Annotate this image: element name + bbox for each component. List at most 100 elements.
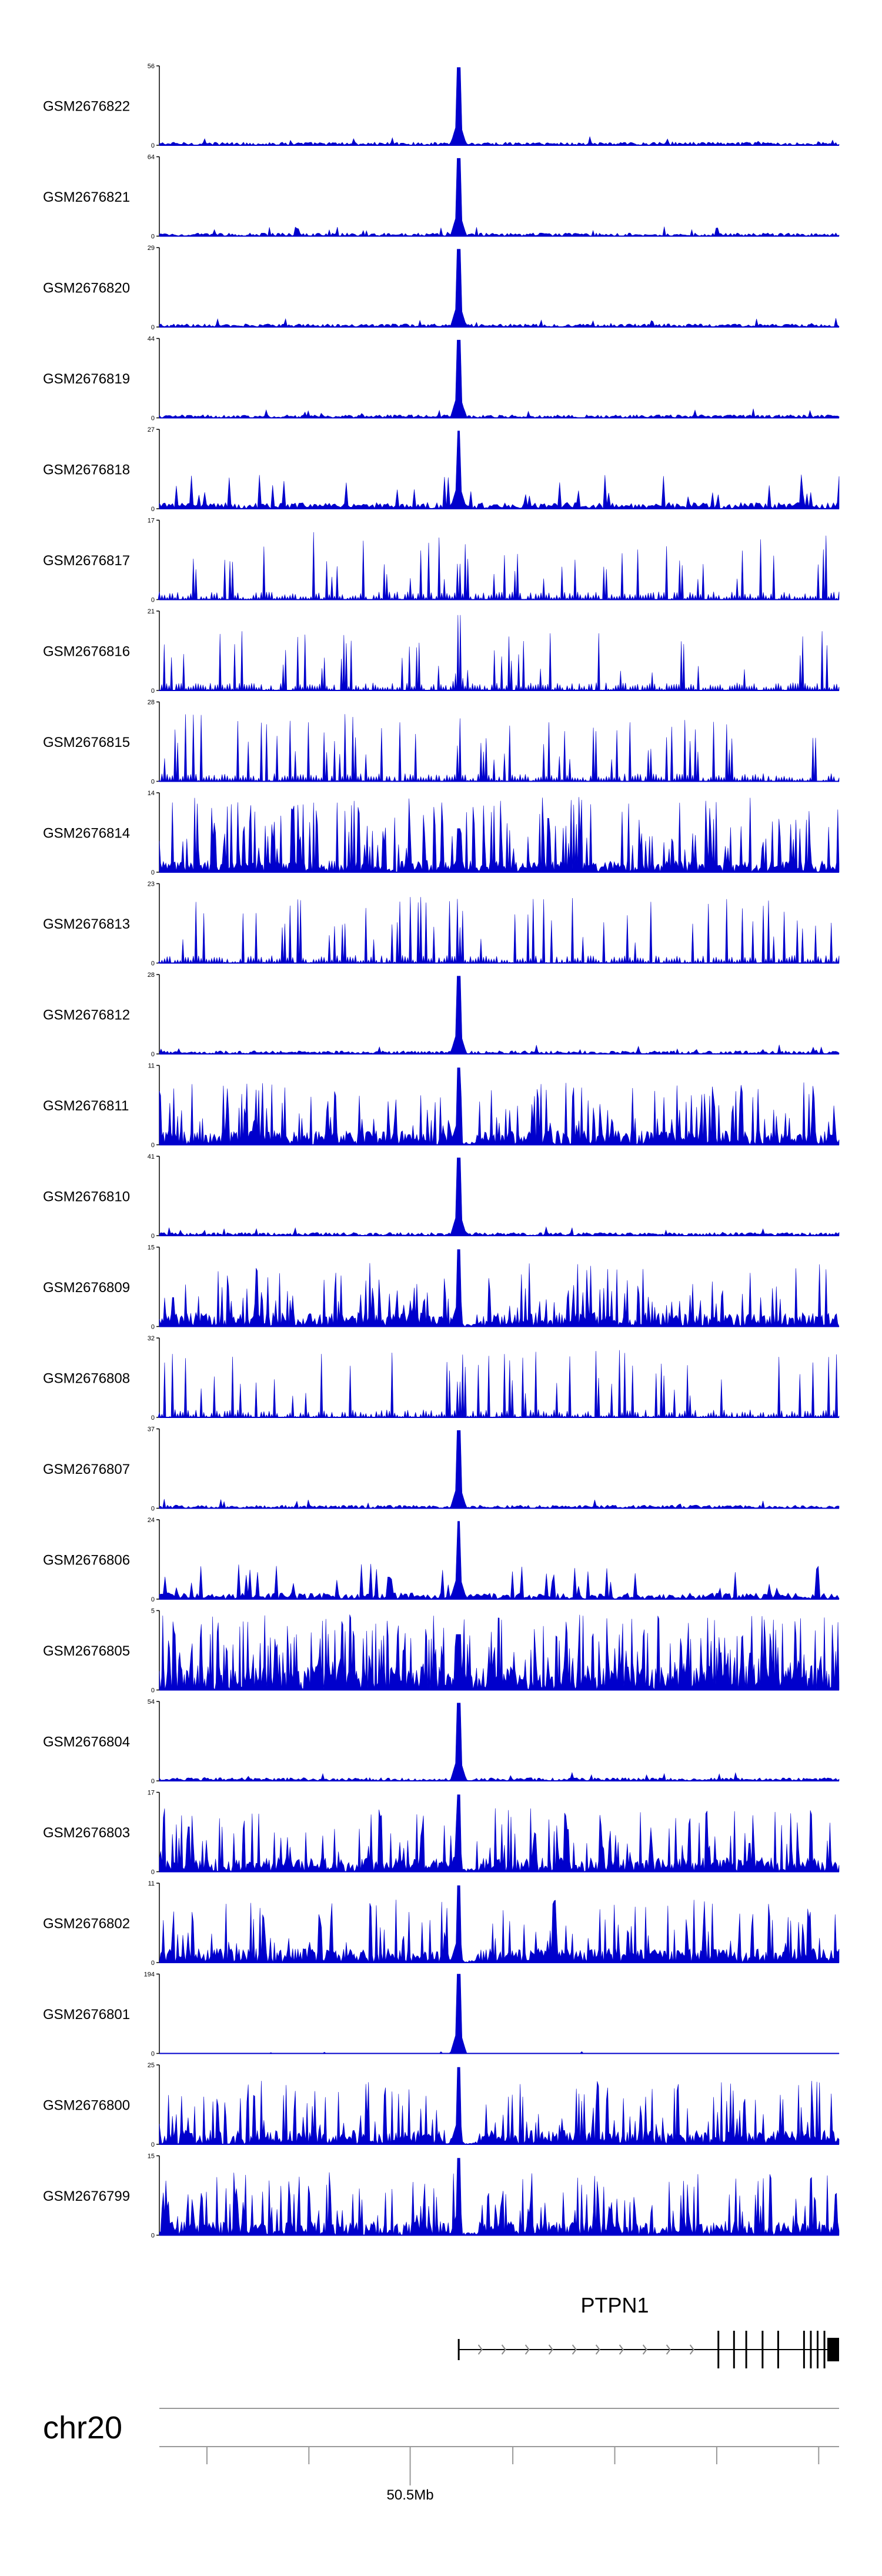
track-label: GSM2676815 xyxy=(43,735,130,750)
signal-area xyxy=(159,1521,840,1600)
gene-exon xyxy=(777,2331,779,2368)
intron-direction-arrow xyxy=(595,2344,600,2355)
track-GSM2676810: GSM2676810 41 0 xyxy=(43,1153,840,1240)
y-max-label: 37 xyxy=(148,1426,155,1433)
track-label: GSM2676822 xyxy=(43,99,130,115)
intron-direction-arrow xyxy=(666,2344,671,2355)
y-max-label: 15 xyxy=(148,2153,155,2160)
signal-area xyxy=(159,158,840,237)
track-label: GSM2676809 xyxy=(43,1280,130,1296)
gene-track: PTPN1 xyxy=(457,2293,839,2368)
gene-exon xyxy=(745,2331,747,2368)
y-min-label: 0 xyxy=(151,1324,155,1331)
y-min-label: 0 xyxy=(151,142,155,149)
y-min-label: 0 xyxy=(151,1051,155,1058)
track-label: GSM2676806 xyxy=(43,1553,130,1569)
y-min-label: 0 xyxy=(151,1778,155,1785)
y-max-label: 11 xyxy=(148,1063,155,1070)
y-min-label: 0 xyxy=(151,1414,155,1422)
track-GSM2676817: GSM2676817 17 0 xyxy=(43,518,840,604)
track-label: GSM2676805 xyxy=(43,1643,130,1659)
signal-area xyxy=(159,67,840,146)
y-max-label: 23 xyxy=(148,881,155,888)
track-GSM2676819: GSM2676819 44 0 xyxy=(43,336,840,422)
y-min-label: 0 xyxy=(151,869,155,876)
y-max-label: 14 xyxy=(148,790,155,797)
y-max-label: 54 xyxy=(148,1699,155,1706)
y-max-label: 41 xyxy=(148,1153,155,1160)
signal-area xyxy=(159,976,840,1055)
y-min-label: 0 xyxy=(151,2051,155,2058)
gene-exon xyxy=(733,2331,735,2368)
y-max-label: 44 xyxy=(148,336,155,343)
y-min-label: 0 xyxy=(151,1596,155,1603)
track-label: GSM2676819 xyxy=(43,371,130,387)
y-min-label: 0 xyxy=(151,324,155,331)
y-max-label: 28 xyxy=(148,972,155,979)
y-min-label: 0 xyxy=(151,506,155,513)
y-max-label: 25 xyxy=(148,2062,155,2069)
track-GSM2676806: GSM2676806 24 0 xyxy=(43,1517,840,1603)
signal-area xyxy=(159,1067,840,1146)
track-label: GSM2676807 xyxy=(43,1461,130,1477)
y-min-label: 0 xyxy=(151,1233,155,1240)
y-min-label: 0 xyxy=(151,688,155,695)
intron-direction-arrow xyxy=(548,2344,553,2355)
track-GSM2676809: GSM2676809 15 0 xyxy=(43,1244,840,1331)
track-GSM2676802: GSM2676802 11 0 xyxy=(43,1880,840,1967)
intron-direction-arrow xyxy=(642,2344,647,2355)
track-GSM2676800: GSM2676800 25 0 xyxy=(43,2062,840,2148)
track-GSM2676812: GSM2676812 28 0 xyxy=(43,972,840,1058)
gene-label-ptpn1: PTPN1 xyxy=(580,2293,649,2317)
y-max-label: 32 xyxy=(148,1335,155,1342)
y-min-label: 0 xyxy=(151,1142,155,1149)
y-min-label: 0 xyxy=(151,2233,155,2240)
signal-area xyxy=(159,2067,840,2145)
signal-area xyxy=(159,1249,840,1327)
track-label: GSM2676810 xyxy=(43,1189,130,1205)
signal-area xyxy=(159,339,840,419)
track-label: GSM2676814 xyxy=(43,826,130,842)
track-GSM2676822: GSM2676822 56 0 xyxy=(43,63,840,149)
track-GSM2676801: GSM2676801 194 0 xyxy=(43,1971,840,2058)
track-GSM2676804: GSM2676804 54 0 xyxy=(43,1699,840,1785)
track-label: GSM2676821 xyxy=(43,189,130,205)
y-max-label: 29 xyxy=(148,245,155,252)
track-label: GSM2676803 xyxy=(43,1825,130,1841)
track-GSM2676820: GSM2676820 29 0 xyxy=(43,245,840,331)
y-min-label: 0 xyxy=(151,2141,155,2148)
y-min-label: 0 xyxy=(151,779,155,786)
intron-direction-arrow xyxy=(501,2344,506,2355)
y-max-label: 28 xyxy=(148,699,155,706)
signal-area xyxy=(159,249,840,328)
signal-area xyxy=(159,2158,840,2236)
signal-area xyxy=(159,1703,840,1781)
track-label: GSM2676813 xyxy=(43,916,130,932)
signal-area xyxy=(159,431,840,510)
gene-exon xyxy=(717,2331,720,2368)
signal-area xyxy=(159,1794,840,1873)
y-max-label: 21 xyxy=(148,608,155,615)
y-max-label: 27 xyxy=(148,426,155,433)
track-label: GSM2676800 xyxy=(43,2098,130,2114)
track-GSM2676808: GSM2676808 32 0 xyxy=(43,1335,840,1422)
track-label: GSM2676799 xyxy=(43,2188,130,2204)
signal-area xyxy=(159,1157,840,1236)
track-GSM2676814: GSM2676814 14 0 xyxy=(43,790,840,876)
coverage-tracks: GSM2676822560GSM2676821640GSM2676820290G… xyxy=(43,63,840,2240)
signal-area xyxy=(158,532,840,600)
chromosome-label: chr20 xyxy=(43,2410,122,2445)
y-min-label: 0 xyxy=(151,597,155,604)
track-GSM2676816: GSM2676816 21 0 xyxy=(43,608,840,695)
track-GSM2676799: GSM2676799 15 0 xyxy=(43,2153,840,2240)
track-label: GSM2676812 xyxy=(43,1007,130,1023)
intron-direction-arrow xyxy=(477,2344,483,2355)
track-GSM2676805: GSM2676805 5 0 xyxy=(43,1608,840,1694)
y-max-label: 11 xyxy=(148,1880,155,1887)
gene-exon xyxy=(817,2331,819,2368)
signal-area xyxy=(158,1350,840,1419)
y-min-label: 0 xyxy=(151,415,155,422)
signal-area xyxy=(159,1614,840,1691)
signal-area xyxy=(158,615,840,692)
